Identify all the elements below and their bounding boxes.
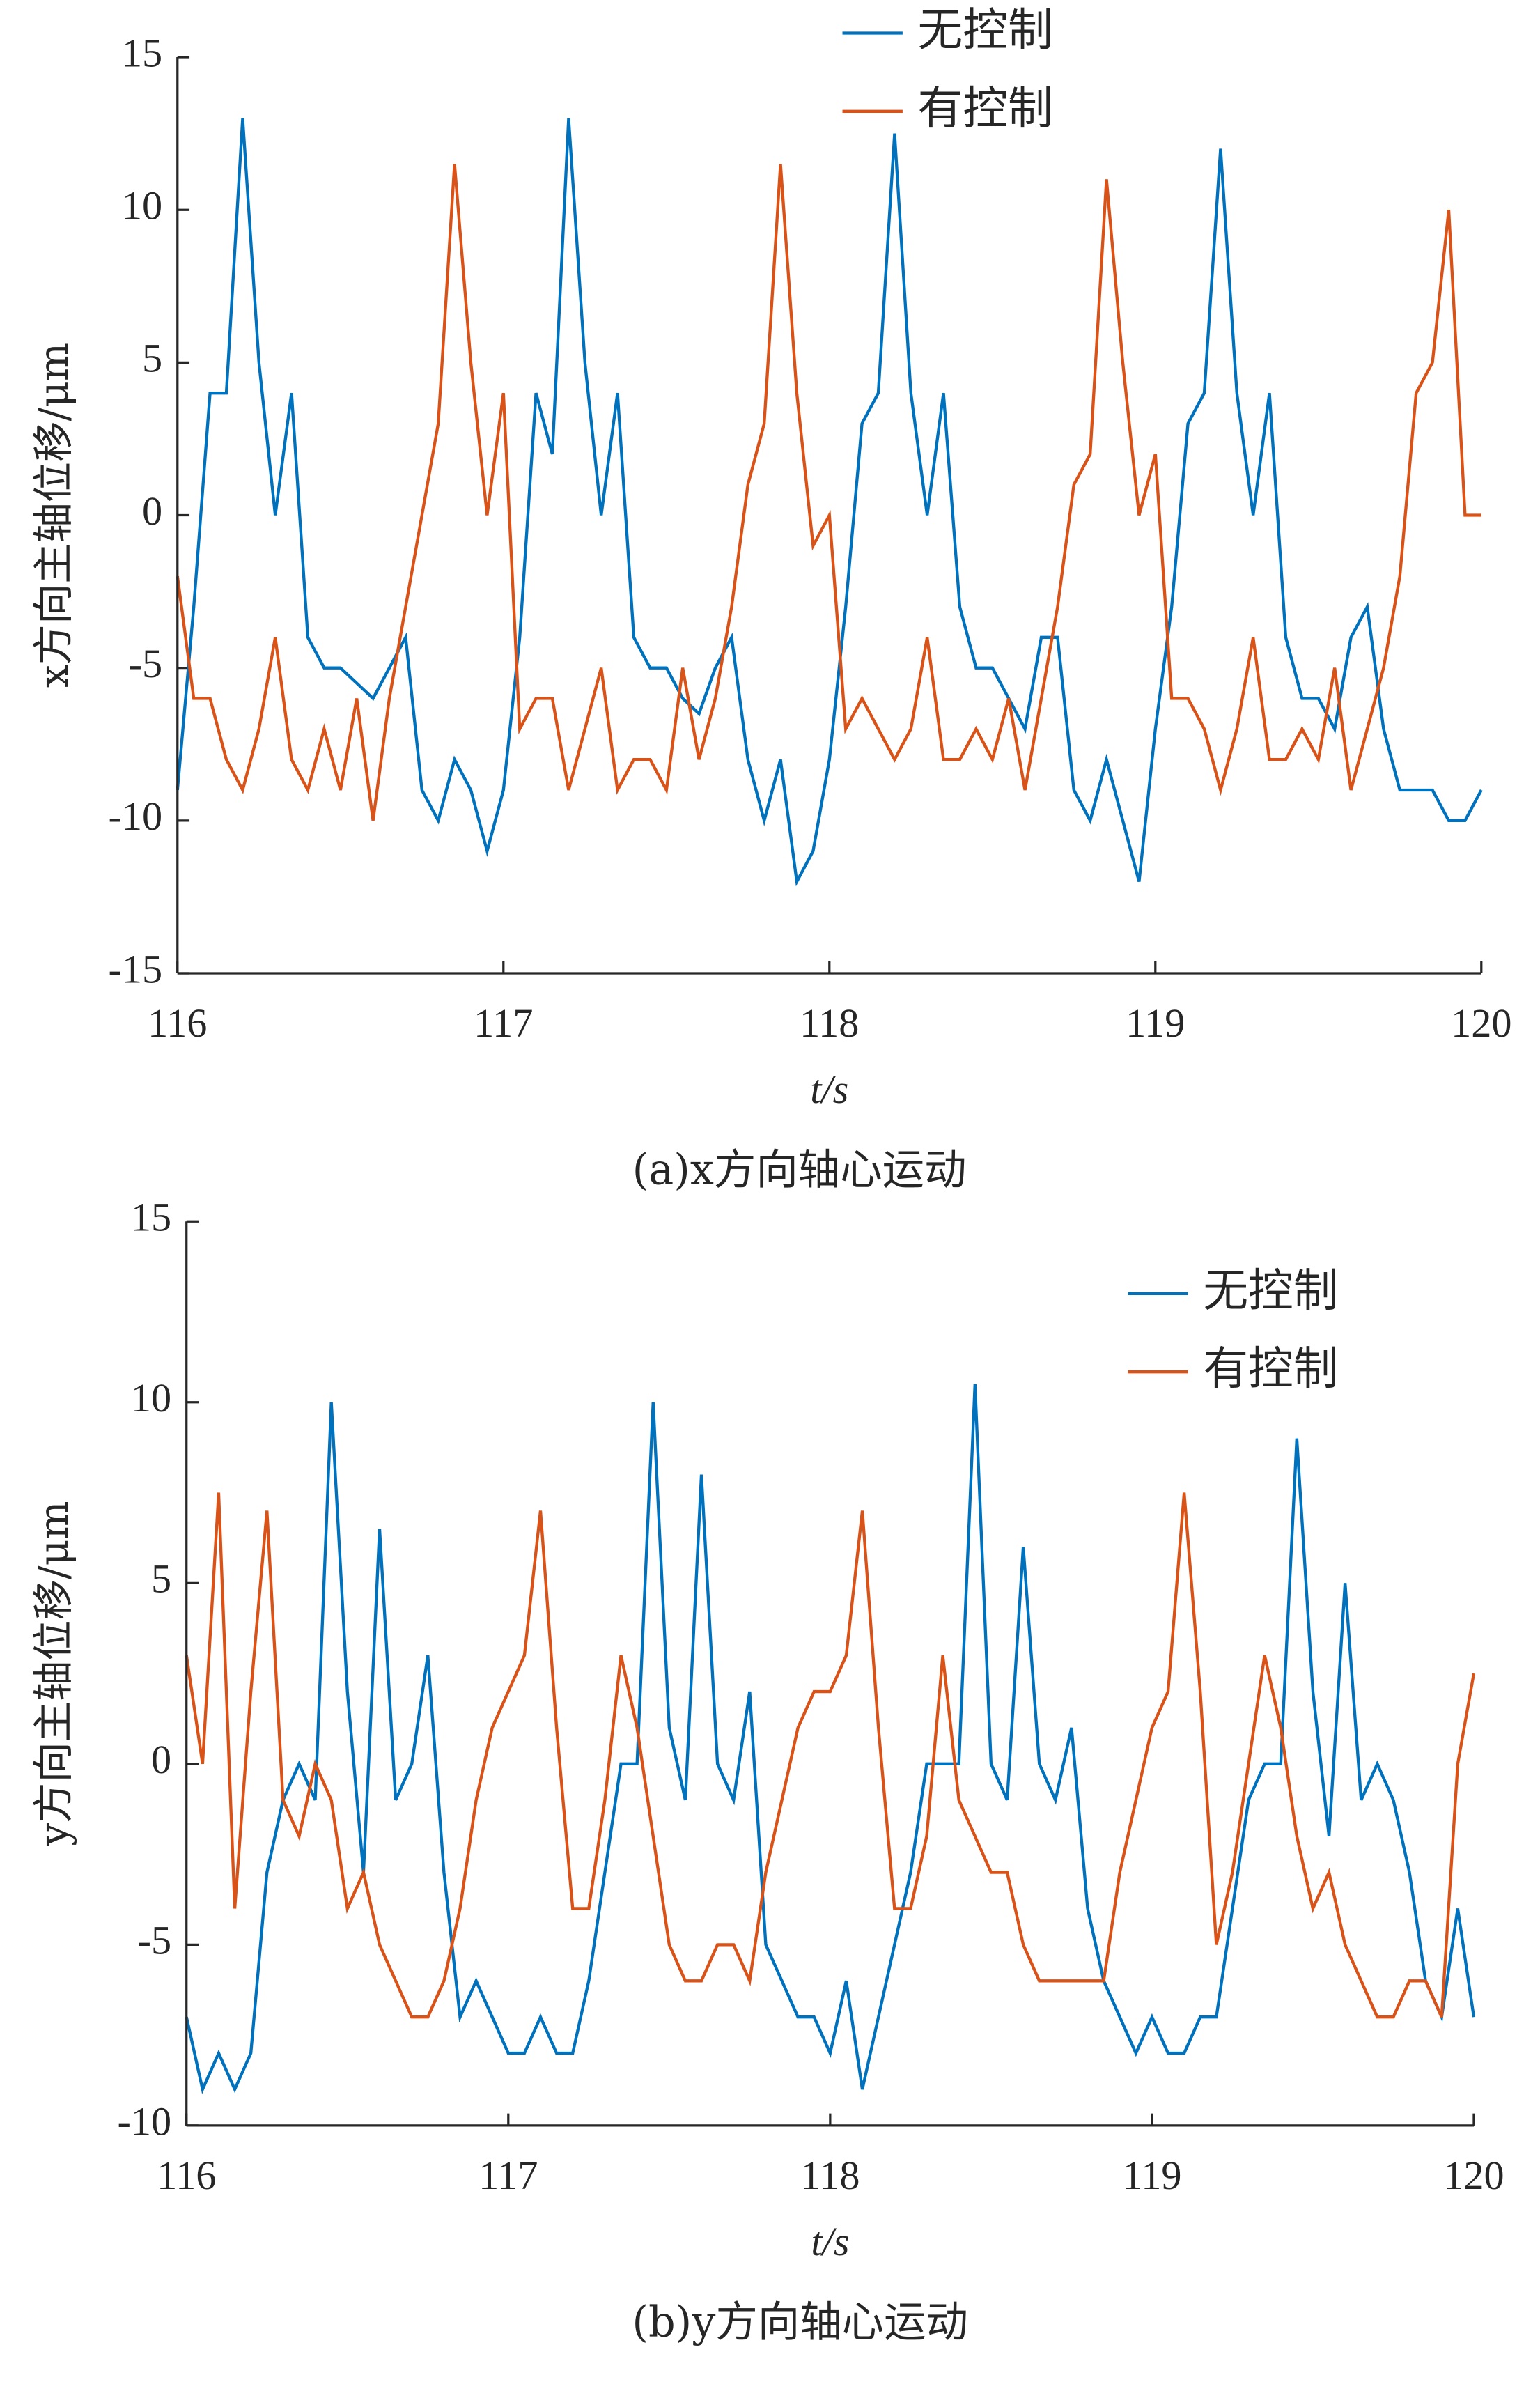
x-tick-label: 117 — [474, 1000, 533, 1046]
y-tick-label: -5 — [129, 641, 163, 686]
x-tick-label: 119 — [1122, 2153, 1181, 2198]
y-tick-label: -10 — [108, 794, 162, 839]
y-tick-label: -10 — [117, 2098, 171, 2144]
y-tick-label: 15 — [122, 30, 162, 75]
legend-label: 有控制 — [1203, 1343, 1338, 1395]
y-tick-label: 15 — [131, 1195, 171, 1240]
y-tick-label: 5 — [151, 1556, 171, 1602]
y-tick-label: 0 — [142, 488, 162, 534]
x-tick-label: 117 — [479, 2153, 538, 2198]
data-line — [185, 1492, 1476, 2019]
data-line — [176, 164, 1481, 821]
x-tick-label: 116 — [148, 1000, 207, 1046]
y-axis-label: y方向主轴位移/μm — [30, 1501, 77, 1846]
y-tick-label: 10 — [122, 183, 162, 229]
data-line — [185, 1384, 1476, 2094]
x-tick-label: 120 — [1451, 1000, 1511, 1046]
y-axis-label: x方向主轴位移/μm — [30, 343, 77, 688]
x-tick-label: 120 — [1443, 2153, 1504, 2198]
x-axis-label: t/s — [810, 1067, 848, 1112]
x-tick-label: 119 — [1126, 1000, 1185, 1046]
y-tick-label: -5 — [138, 1918, 172, 1963]
legend-label: 无控制 — [1203, 1264, 1338, 1317]
caption: (a)x方向轴心运动 — [632, 1146, 967, 1195]
x-tick-label: 116 — [157, 2153, 216, 2198]
caption: (b)y方向轴心运动 — [632, 2298, 968, 2347]
y-tick-label: 5 — [142, 336, 162, 381]
data-line — [176, 118, 1483, 887]
y-tick-label: 10 — [131, 1375, 171, 1421]
x-axis-label: t/s — [811, 2219, 849, 2264]
legend-label: 有控制 — [917, 82, 1052, 134]
x-tick-label: 118 — [800, 2153, 860, 2198]
y-tick-label: 0 — [151, 1737, 171, 1782]
legend-label: 无控制 — [917, 4, 1052, 56]
y-tick-label: -15 — [108, 946, 162, 991]
x-tick-label: 118 — [800, 1000, 859, 1046]
